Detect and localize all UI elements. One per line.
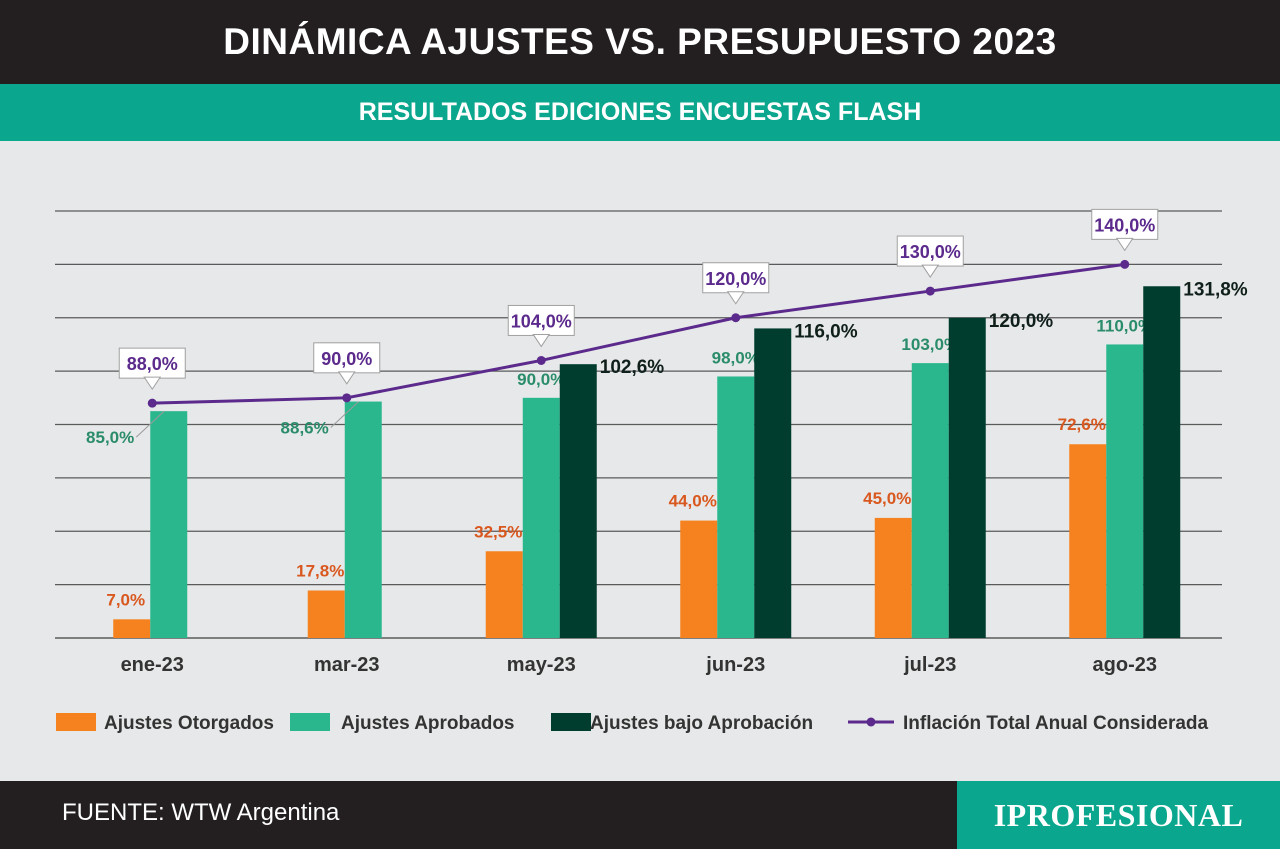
inflation-callout-box	[702, 262, 770, 294]
bar-aprobados	[1106, 344, 1144, 638]
legend-swatch-marker	[866, 717, 876, 727]
data-label-inflacion: 88,0%	[127, 354, 178, 374]
x-tick-label: jul-23	[903, 654, 956, 676]
legend-swatch	[551, 713, 591, 731]
chart-area: 7,0% 85,0% ene-23 17,8% 88,6% mar-23 32,5% 90,0…	[0, 141, 1280, 781]
data-label-bajo-aprobacion: 102,6%	[600, 357, 665, 378]
bar-bajo-aprobacion	[1143, 286, 1181, 638]
bar-otorgados	[1069, 444, 1107, 638]
inflation-point	[1120, 259, 1130, 269]
bar-otorgados	[307, 590, 345, 638]
leader-line	[330, 401, 360, 428]
data-label-inflacion: 90,0%	[321, 349, 372, 369]
x-tick-label: ago-23	[1093, 654, 1157, 676]
data-label-inflacion: 120,0%	[705, 269, 766, 289]
data-label-aprobados: 90,0%	[517, 370, 565, 389]
legend-label: Ajustes Aprobados	[341, 713, 515, 734]
bar-aprobados	[911, 363, 949, 638]
data-label-aprobados: 103,0%	[901, 335, 959, 354]
inflation-line	[152, 262, 1125, 405]
legend-swatch	[290, 713, 330, 731]
inflation-callout-arrow	[1115, 237, 1134, 252]
inflation-callout-box	[313, 342, 381, 374]
bar-aprobados	[717, 376, 755, 638]
bar-otorgados	[113, 619, 151, 638]
bar-bajo-aprobacion	[559, 364, 597, 638]
inflation-callout-arrow	[532, 333, 551, 348]
x-tick-label: ene-23	[121, 654, 184, 676]
footer: FUENTE: WTW Argentina IPROFESIONAL	[0, 781, 1280, 849]
source-note: FUENTE: WTW Argentina	[62, 799, 340, 826]
inflation-callout-arrow	[143, 376, 162, 391]
chart-subtitle: RESULTADOS EDICIONES ENCUESTAS FLASH	[0, 84, 1280, 141]
inflation-point	[731, 313, 741, 323]
bar-bajo-aprobacion	[754, 328, 792, 638]
data-label-aprobados: 98,0%	[712, 348, 760, 367]
bar-aprobados	[150, 411, 188, 638]
inflation-callout-box	[1091, 208, 1159, 240]
logo-box: IPROFESIONAL	[957, 781, 1280, 849]
data-label-otorgados: 7,0%	[106, 590, 145, 609]
data-label-aprobados: 88,6%	[281, 419, 329, 438]
bar-otorgados	[485, 551, 523, 638]
inflation-point	[925, 286, 935, 296]
inflation-callout-arrow	[337, 371, 356, 385]
chart-svg: 7,0% 85,0% ene-23 17,8% 88,6% mar-23 32,5% 90,0…	[55, 208, 1248, 734]
chart-title: DINÁMICA AJUSTES VS. PRESUPUESTO 2023	[0, 0, 1280, 84]
data-label-aprobados: 110,0%	[1096, 316, 1153, 335]
legend-label: Inflación Total Anual Considerada	[903, 713, 1209, 734]
data-label-bajo-aprobacion: 131,8%	[1183, 279, 1248, 300]
x-tick-label: mar-23	[314, 654, 380, 676]
inflation-callout-box	[118, 347, 186, 379]
brand-logo: IPROFESIONAL	[993, 796, 1244, 833]
legend-label: Ajustes bajo Aprobación	[590, 713, 813, 734]
inflation-callout-box	[896, 235, 964, 267]
bar-otorgados	[874, 517, 912, 638]
inflation-point	[147, 398, 157, 408]
data-label-bajo-aprobacion: 116,0%	[794, 321, 857, 342]
bar-aprobados	[522, 397, 560, 638]
data-label-otorgados: 45,0%	[863, 489, 911, 508]
inflation-callout-box	[507, 304, 575, 336]
data-label-bajo-aprobacion: 120,0%	[989, 311, 1054, 332]
data-label-inflacion: 104,0%	[511, 311, 572, 331]
bar-aprobados	[344, 401, 382, 638]
inflation-callout-arrow	[726, 291, 745, 305]
bar-bajo-aprobacion	[948, 317, 986, 638]
inflation-point	[342, 393, 352, 403]
inflation-callout-arrow	[921, 264, 940, 278]
inflation-point	[536, 355, 546, 365]
data-label-inflacion: 130,0%	[900, 242, 961, 262]
data-label-aprobados: 85,0%	[86, 428, 134, 447]
x-tick-label: may-23	[507, 654, 576, 676]
legend-label: Ajustes Otorgados	[104, 713, 274, 734]
legend-swatch	[56, 713, 96, 731]
bar-otorgados	[680, 520, 718, 638]
data-label-inflacion: 140,0%	[1094, 215, 1155, 235]
x-tick-label: jun-23	[705, 654, 765, 676]
leader-line	[135, 410, 165, 438]
data-label-otorgados: 17,8%	[296, 561, 344, 580]
data-label-otorgados: 32,5%	[474, 522, 522, 541]
data-label-otorgados: 72,6%	[1058, 415, 1106, 434]
data-label-otorgados: 44,0%	[669, 492, 717, 511]
